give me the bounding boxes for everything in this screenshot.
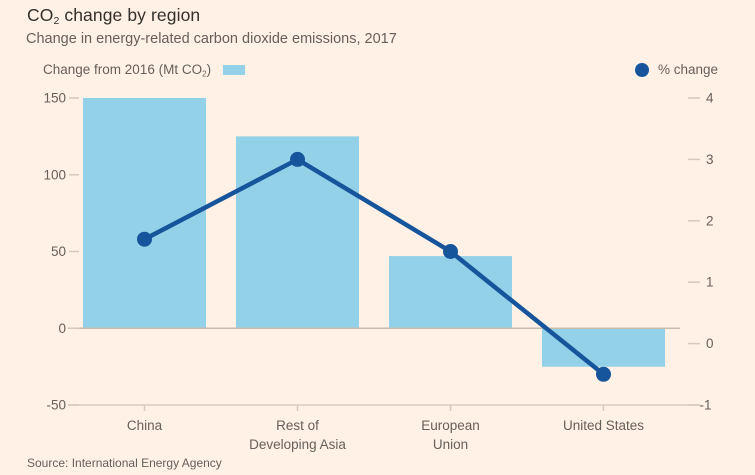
right-axis-tick-label: -1 bbox=[700, 398, 712, 413]
chart-subtitle: Change in energy-related carbon dioxide … bbox=[26, 31, 397, 47]
right-axis-tick-label: 3 bbox=[706, 152, 714, 167]
legend-bars-label-text: Change from 2016 (Mt CO bbox=[43, 62, 203, 77]
bar-series-swatch bbox=[223, 64, 246, 75]
pct-change-point-european bbox=[443, 244, 458, 259]
right-axis-tick-label: 4 bbox=[706, 91, 714, 106]
bar-european bbox=[389, 256, 512, 329]
x-axis-category-label: United States bbox=[563, 418, 644, 433]
legend-bars: Change from 2016 (Mt CO2) bbox=[43, 62, 246, 79]
legend-bars-label: Change from 2016 (Mt CO2) bbox=[43, 62, 212, 79]
left-axis-tick-label: 50 bbox=[51, 244, 66, 259]
pct-change-point-china bbox=[137, 231, 152, 247]
pct-change-point-rest-of bbox=[290, 151, 305, 167]
bar-rest-of bbox=[236, 136, 359, 329]
chart-title-subscript: 2 bbox=[53, 15, 60, 28]
legend-line-label: % change bbox=[657, 62, 718, 77]
left-axis-tick-label: -50 bbox=[46, 398, 66, 413]
bar-china bbox=[83, 98, 206, 329]
x-axis-category-label: Rest of bbox=[276, 418, 319, 433]
axes-group: 150 100 50 0 -50 4 3 2 1 0 -1 China Rest of Developin… bbox=[43, 91, 714, 453]
left-axis-tick-label: 0 bbox=[58, 321, 66, 336]
bars-group bbox=[83, 98, 665, 367]
x-axis-category-label: China bbox=[127, 418, 163, 433]
right-axis-tick-label: 2 bbox=[706, 213, 714, 228]
pct-change-line bbox=[142, 156, 606, 377]
source-note: Source: International Energy Agency bbox=[27, 456, 222, 470]
x-axis-category-label: Developing Asia bbox=[249, 437, 346, 452]
pct-change-point-united-states bbox=[596, 366, 611, 382]
x-axis-category-label: Union bbox=[433, 437, 468, 452]
legend-bars-label-suffix: ) bbox=[206, 62, 212, 77]
x-axis-category-label: European bbox=[421, 418, 480, 433]
legend-bars-label-subscript: 2 bbox=[202, 69, 207, 79]
line-series-dot-icon bbox=[634, 62, 649, 77]
left-axis-tick-label: 150 bbox=[43, 91, 66, 106]
chart-title: CO2 change by region bbox=[27, 5, 200, 26]
bar-united-states bbox=[542, 328, 665, 367]
line-group bbox=[137, 151, 611, 382]
right-axis-tick-label: 1 bbox=[706, 275, 714, 290]
chart-title-text: CO bbox=[27, 5, 54, 25]
chart-title-rest: change by region bbox=[59, 5, 201, 25]
legend-line: % change bbox=[634, 62, 718, 77]
left-axis-tick-label: 100 bbox=[43, 167, 66, 182]
right-axis-tick-label: 0 bbox=[706, 336, 714, 351]
